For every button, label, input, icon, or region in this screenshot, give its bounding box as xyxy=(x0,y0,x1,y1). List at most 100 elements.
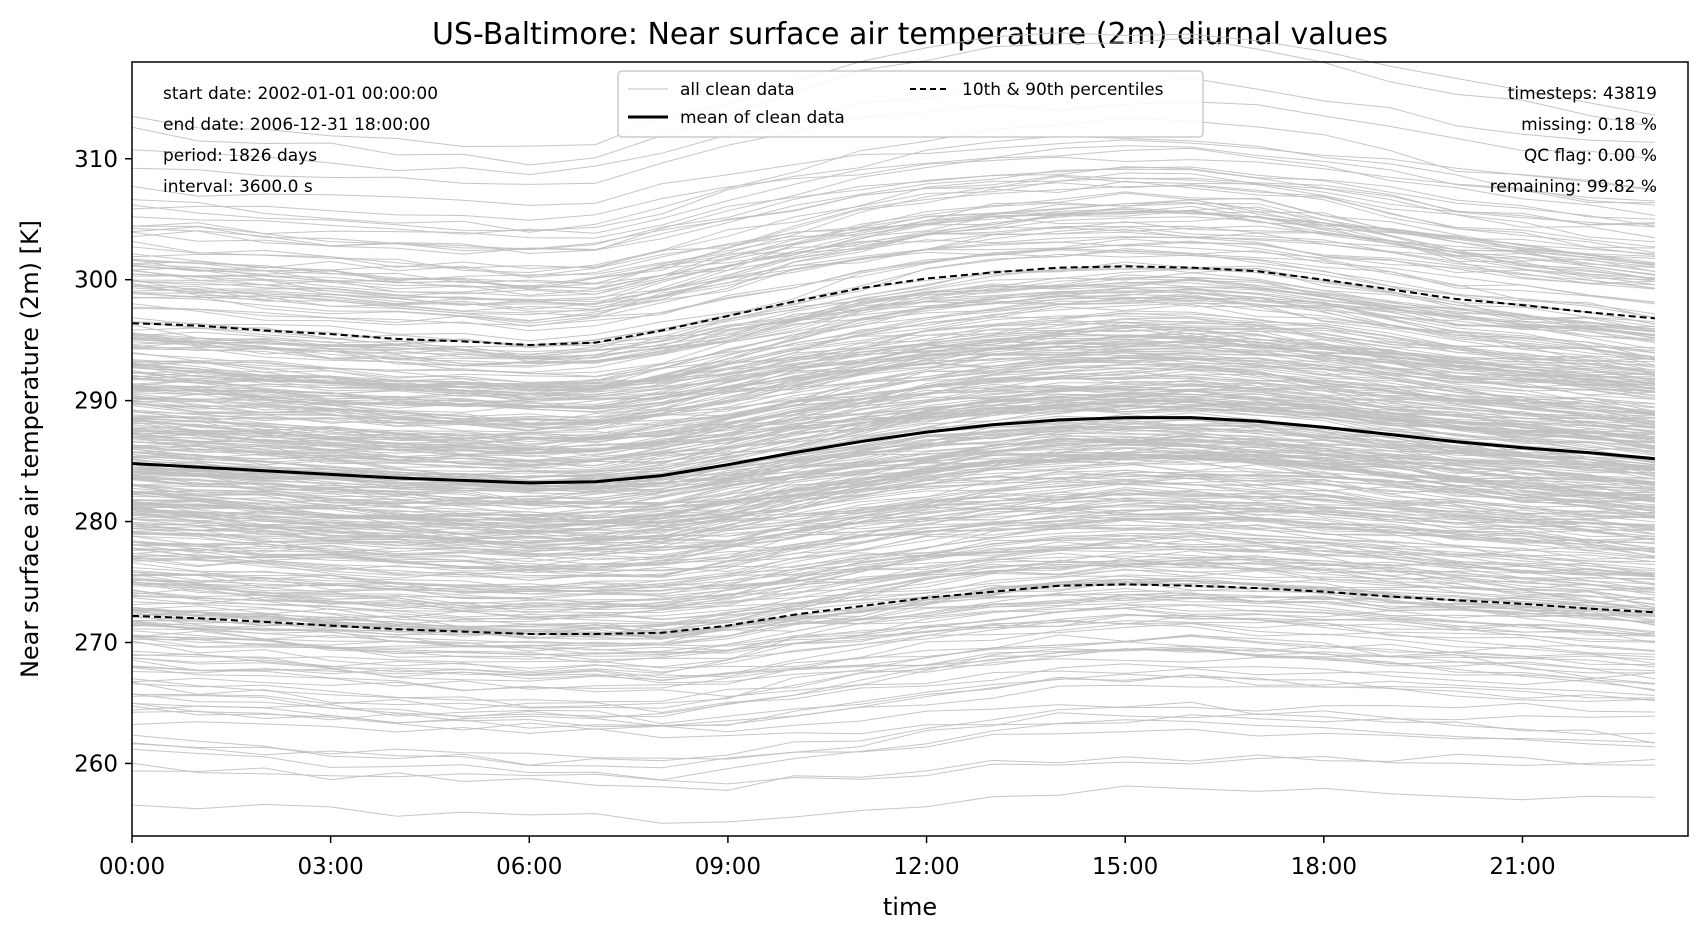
clean-data-line xyxy=(131,365,1655,468)
clean-data-line xyxy=(131,418,1655,504)
clean-data-line xyxy=(131,329,1655,408)
clean-data-line xyxy=(131,483,1655,545)
clean-data-line xyxy=(131,500,1655,550)
info-remaining: remaining: 99.82 % xyxy=(1490,177,1657,197)
clean-data-line xyxy=(131,201,1655,305)
clean-data-line xyxy=(131,278,1655,346)
clean-data-line xyxy=(131,454,1655,504)
clean-data-line xyxy=(131,236,1655,308)
clean-data-line xyxy=(131,355,1655,437)
clean-data-line xyxy=(131,267,1655,365)
info-right: timesteps: 43819 missing: 0.18 % QC flag… xyxy=(1490,84,1657,197)
info-timesteps: timesteps: 43819 xyxy=(1508,84,1657,104)
clean-data-line xyxy=(131,322,1655,399)
clean-data-line xyxy=(131,663,1655,714)
clean-data-line xyxy=(131,441,1655,530)
clean-data-line xyxy=(131,565,1655,609)
clean-data-line xyxy=(131,247,1655,324)
clean-data-line xyxy=(131,463,1655,535)
y-tick-label: 260 xyxy=(74,751,118,777)
x-tick-label: 09:00 xyxy=(695,854,761,880)
y-axis-label: Near surface air temperature (2m) [K] xyxy=(16,220,44,678)
clean-data-line xyxy=(131,656,1655,684)
x-tick-label: 12:00 xyxy=(893,854,959,880)
clean-data-line xyxy=(131,268,1655,342)
x-tick-label: 21:00 xyxy=(1489,854,1555,880)
clean-data-line xyxy=(131,338,1655,388)
clean-data-line xyxy=(131,405,1655,467)
clean-data-line xyxy=(131,437,1655,487)
y-tick-label: 290 xyxy=(74,389,118,415)
clean-data-line xyxy=(131,489,1655,538)
clean-data-line xyxy=(131,276,1655,358)
clean-data-line xyxy=(131,480,1655,571)
clean-data-line xyxy=(131,174,1655,252)
statistic-lines xyxy=(131,265,1656,635)
clean-data-line xyxy=(131,516,1655,568)
clean-data-line xyxy=(131,117,1655,233)
clean-data-line xyxy=(131,712,1655,769)
clean-data-line xyxy=(131,210,1655,297)
clean-data-line xyxy=(131,206,1655,279)
y-axis: 260 270 280 290 300 310 xyxy=(74,147,132,777)
clean-data-line xyxy=(131,623,1655,661)
info-period: period: 1826 days xyxy=(163,146,317,166)
clean-data-line xyxy=(131,185,1655,290)
clean-data-line xyxy=(131,534,1655,600)
clean-data-line xyxy=(131,580,1655,611)
clean-data-line xyxy=(131,367,1655,424)
x-axis: 00:00 03:00 06:00 09:00 12:00 15:00 18:00 21:00 xyxy=(99,836,1556,880)
clean-data-line xyxy=(131,582,1655,640)
y-tick-label: 270 xyxy=(74,631,118,657)
clean-data-line xyxy=(131,320,1655,395)
clean-data-line xyxy=(131,421,1655,505)
clean-data-line xyxy=(131,504,1655,558)
clean-data-line xyxy=(131,334,1655,398)
clean-data-line xyxy=(131,441,1655,486)
clean-data-line xyxy=(131,674,1655,725)
clean-data-line xyxy=(131,596,1655,638)
clean-data-line xyxy=(131,479,1655,535)
clean-data-line xyxy=(131,501,1655,542)
clean-data-line xyxy=(131,430,1655,485)
clean-data-line xyxy=(131,648,1655,718)
clean-data-line xyxy=(131,604,1655,635)
info-end-date: end date: 2006-12-31 18:00:00 xyxy=(163,115,430,135)
clean-data-line xyxy=(131,210,1655,317)
legend-box xyxy=(617,70,1204,138)
y-tick-label: 280 xyxy=(74,510,118,536)
clean-data-line xyxy=(131,444,1655,499)
clean-data-line xyxy=(131,384,1655,447)
clean-data-line xyxy=(131,613,1655,654)
clean-data-line xyxy=(131,620,1655,673)
clean-data-line xyxy=(131,667,1655,698)
clean-data-line xyxy=(131,492,1655,545)
clean-data-line xyxy=(131,641,1655,669)
clean-data-line xyxy=(131,37,1655,166)
clean-data-line xyxy=(131,288,1655,359)
clean-data-line xyxy=(131,135,1655,232)
clean-data-line xyxy=(131,231,1655,301)
clean-data-line xyxy=(131,166,1655,251)
clean-data-line xyxy=(131,604,1655,663)
clean-data-line xyxy=(131,526,1655,593)
clean-data-line xyxy=(131,648,1655,682)
clean-data-line xyxy=(131,198,1655,289)
clean-data-line xyxy=(131,177,1655,270)
x-tick-label: 15:00 xyxy=(1092,854,1158,880)
clean-data-line xyxy=(131,634,1655,708)
clean-data-line xyxy=(131,32,1655,148)
clean-data-line xyxy=(131,438,1655,521)
clean-data-line xyxy=(131,180,1655,284)
clean-data-line xyxy=(131,390,1655,476)
clean-data-line xyxy=(131,334,1655,413)
clean-data-line xyxy=(131,240,1655,353)
clean-data-line xyxy=(131,261,1655,359)
clean-data-line xyxy=(131,492,1655,556)
clean-data-line xyxy=(131,172,1655,274)
clean-data-line xyxy=(131,594,1655,673)
clean-data-line xyxy=(131,404,1655,458)
clean-data-line xyxy=(131,563,1655,594)
clean-data-line xyxy=(131,547,1655,571)
